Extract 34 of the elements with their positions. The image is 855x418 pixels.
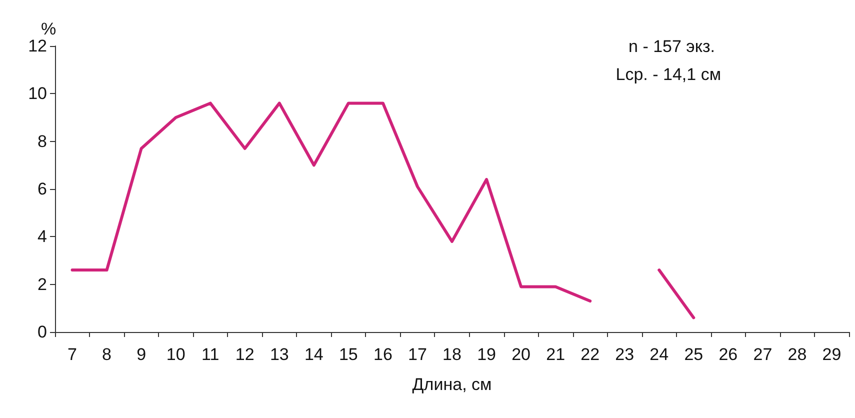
x-tick-label: 11 xyxy=(202,345,220,364)
x-tick-label: 26 xyxy=(718,345,738,364)
x-tick-label: 14 xyxy=(304,345,324,364)
x-tick-label: 27 xyxy=(753,345,772,364)
y-tick-label: 4 xyxy=(38,227,47,246)
x-tick-label: 24 xyxy=(650,345,669,364)
y-tick-label: 8 xyxy=(38,132,47,151)
x-tick-label: 7 xyxy=(68,345,77,364)
x-tick-label: 21 xyxy=(546,345,566,364)
annotation: n - 157 экз. xyxy=(628,37,716,56)
x-tick-label: 25 xyxy=(684,345,704,364)
y-tick-label: 2 xyxy=(38,274,47,294)
y-tick-label: 0 xyxy=(38,322,47,342)
x-tick-label: 9 xyxy=(136,345,146,364)
x-tick-label: 22 xyxy=(580,345,600,364)
x-tick-label: 15 xyxy=(338,345,358,364)
y-tick-label: 6 xyxy=(38,180,47,198)
x-tick-label: 16 xyxy=(373,345,392,364)
x-tick-label: 13 xyxy=(270,345,289,364)
x-tick-label: 19 xyxy=(477,345,496,364)
x-tick-label: 29 xyxy=(822,345,842,364)
x-tick-label: 20 xyxy=(512,345,531,364)
x-tick-label: 8 xyxy=(102,345,112,364)
y-axis-title: % xyxy=(41,20,56,39)
x-tick-label: 28 xyxy=(788,345,807,364)
x-tick-label: 12 xyxy=(235,345,254,364)
x-axis-title: Длина, см xyxy=(412,375,492,394)
annotation: Lср. - 14,1 см xyxy=(616,65,722,84)
x-tick-label: 23 xyxy=(615,345,634,364)
x-tick-label: 18 xyxy=(442,345,462,364)
x-tick-label: 17 xyxy=(408,345,427,364)
y-tick-label: 10 xyxy=(28,84,47,104)
x-tick-label: 10 xyxy=(166,345,186,364)
y-tick-label: 12 xyxy=(28,36,47,56)
